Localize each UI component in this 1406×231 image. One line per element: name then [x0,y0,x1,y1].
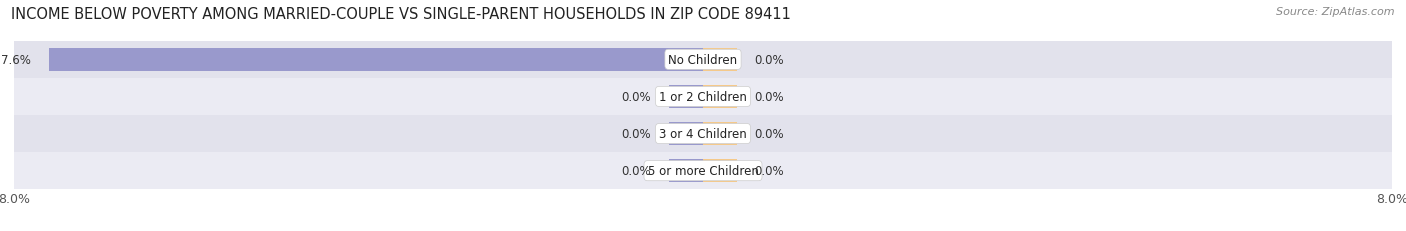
Bar [14,79,1392,116]
Bar [703,159,738,182]
Text: 0.0%: 0.0% [621,164,651,177]
Text: 0.0%: 0.0% [621,128,651,140]
Text: No Children: No Children [668,54,738,67]
Bar [14,116,1392,152]
Text: 1 or 2 Children: 1 or 2 Children [659,91,747,103]
Text: 0.0%: 0.0% [755,54,785,67]
Bar [669,159,703,182]
Text: 7.6%: 7.6% [1,54,31,67]
Bar [669,122,703,146]
Bar [703,85,738,109]
Bar [703,49,738,72]
Text: 5 or more Children: 5 or more Children [648,164,758,177]
Bar [703,122,738,146]
Text: 0.0%: 0.0% [755,128,785,140]
Text: INCOME BELOW POVERTY AMONG MARRIED-COUPLE VS SINGLE-PARENT HOUSEHOLDS IN ZIP COD: INCOME BELOW POVERTY AMONG MARRIED-COUPL… [11,7,792,22]
Bar [669,85,703,109]
Bar [14,42,1392,79]
Text: 3 or 4 Children: 3 or 4 Children [659,128,747,140]
Text: Source: ZipAtlas.com: Source: ZipAtlas.com [1277,7,1395,17]
Bar [14,152,1392,189]
Text: 0.0%: 0.0% [755,91,785,103]
Text: 0.0%: 0.0% [621,91,651,103]
Text: 0.0%: 0.0% [755,164,785,177]
Bar [48,49,703,72]
